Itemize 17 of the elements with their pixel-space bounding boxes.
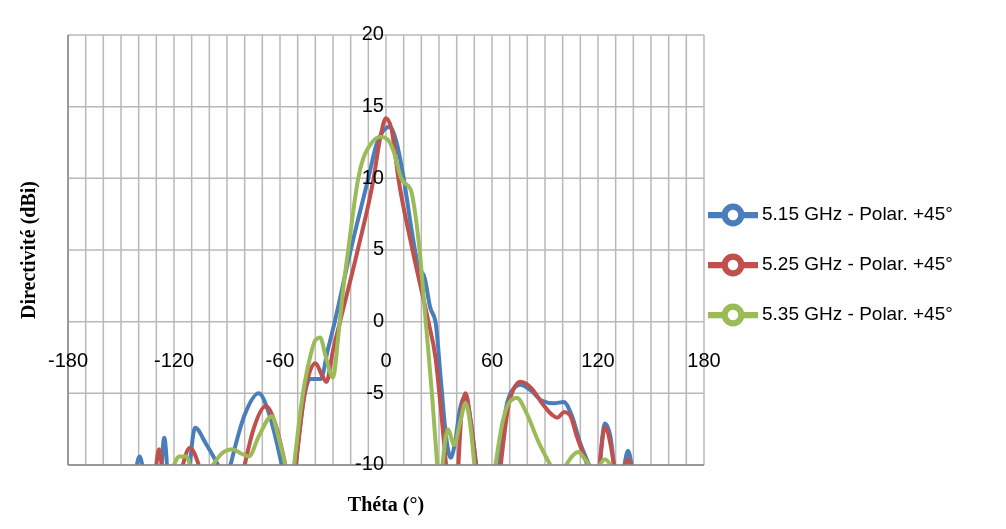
- y-tick-label: 15: [361, 93, 384, 116]
- y-axis-title: Directivité (dBi): [17, 181, 41, 319]
- legend-label: 5.15 GHz - Polar. +45°: [762, 202, 953, 224]
- y-tick-label: 5: [372, 237, 384, 260]
- x-tick-label: 120: [581, 348, 615, 371]
- x-axis-title: Théta (°): [347, 493, 425, 516]
- legend-label: 5.25 GHz - Polar. +45°: [762, 252, 953, 274]
- legend-label: 5.35 GHz - Polar. +45°: [762, 302, 953, 324]
- x-tick-label: 60: [480, 348, 504, 371]
- y-tick-label: 20: [361, 22, 384, 45]
- x-tick-label: -180: [47, 348, 89, 371]
- x-tick-label: 180: [687, 348, 721, 371]
- x-tick-label: -60: [265, 348, 295, 371]
- y-tick-label: -5: [366, 380, 384, 403]
- y-tick-label: -10: [355, 452, 384, 475]
- y-tick-label: 0: [372, 308, 384, 331]
- x-tick-label: -120: [153, 348, 195, 371]
